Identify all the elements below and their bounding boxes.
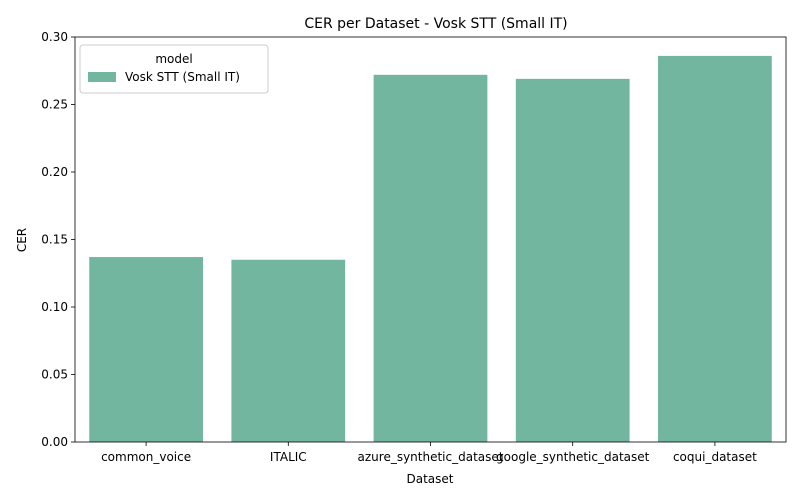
y-tick-label: 0.30	[41, 30, 68, 44]
y-tick-label: 0.15	[41, 233, 68, 247]
x-tick-label: google_synthetic_dataset	[496, 450, 650, 464]
legend: model Vosk STT (Small IT)	[79, 44, 269, 94]
bar-common_voice	[89, 257, 203, 442]
y-tick-label: 0.05	[41, 368, 68, 382]
plot-frame	[74, 36, 787, 443]
y-tick-label: 0.10	[41, 300, 68, 314]
legend-entry-label: Vosk STT (Small IT)	[125, 70, 240, 84]
legend-title: model	[155, 52, 192, 66]
bars-group	[89, 55, 772, 443]
x-axis-ticks: common_voice ITALIC azure_synthetic_datase…	[101, 442, 757, 464]
x-axis-label: Dataset	[407, 472, 454, 486]
y-tick-label: 0.25	[41, 98, 68, 112]
bar-google_synthetic_dataset	[515, 78, 630, 442]
y-tick-label: 0.20	[41, 165, 68, 179]
y-axis-ticks: 0.00 0.05 0.10 0.15 0.20 0.25 0.30	[41, 30, 75, 449]
legend-swatch	[88, 72, 116, 82]
bar-azure_synthetic_dataset	[373, 74, 488, 443]
bar-coqui_dataset	[658, 55, 772, 443]
x-tick-label: common_voice	[101, 450, 191, 464]
y-tick-label: 0.00	[41, 435, 68, 449]
chart-title: CER per Dataset - Vosk STT (Small IT)	[304, 16, 567, 32]
x-tick-label: coqui_dataset	[673, 450, 757, 464]
x-tick-label: azure_synthetic_dataset	[358, 450, 504, 464]
y-axis-label: CER	[15, 228, 29, 252]
legend-box	[79, 44, 269, 94]
bar-ITALIC	[231, 259, 346, 442]
x-tick-label: ITALIC	[270, 450, 307, 464]
